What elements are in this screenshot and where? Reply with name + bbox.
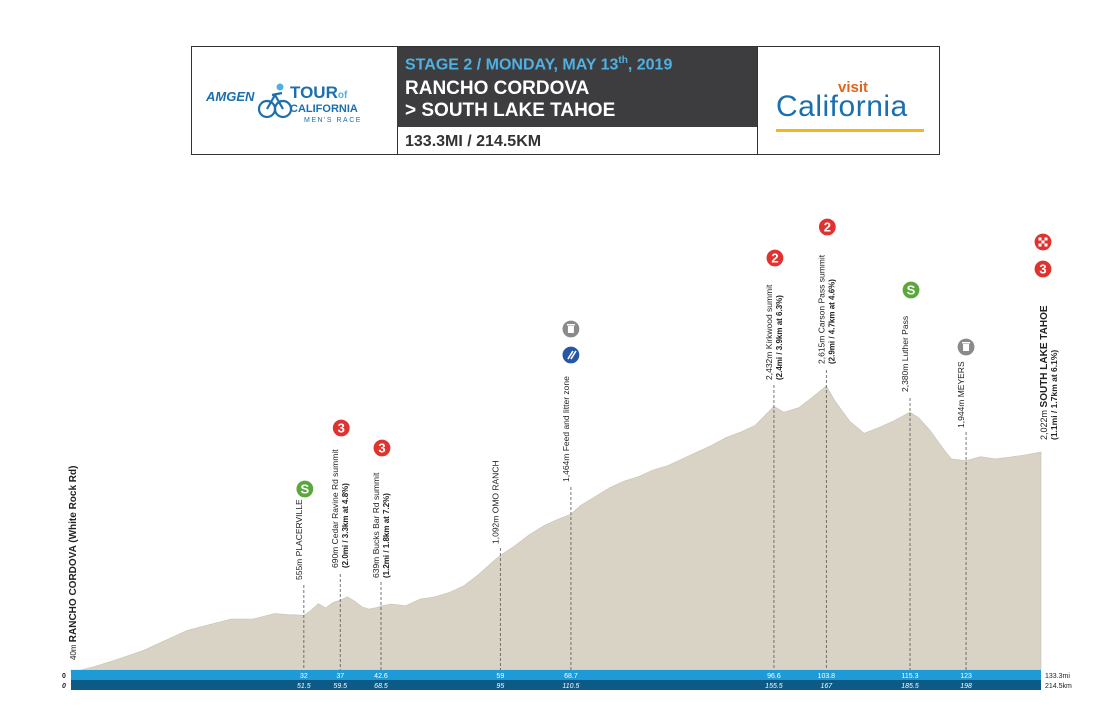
mile-axis-start: 0 <box>62 673 66 680</box>
route-finish: > SOUTH LAKE TAHOE <box>405 100 616 121</box>
sprint-badge-placerville <box>295 479 315 499</box>
landmark-label-meyers: 1,944m MEYERS <box>956 361 966 428</box>
california-wordmark: CALIFORNIA <box>290 103 358 115</box>
stage-title-box: STAGE 2 / MONDAY, MAY 13th, 2019 RANCHO … <box>397 47 757 127</box>
kom-badge-cedar-ravine-rd-summit <box>331 418 351 438</box>
landmark-label-bucks-bar-rd-summit: 639m Bucks Bar Rd summit <box>371 472 381 578</box>
mile-tick-cedar-ravine-rd-summit: 37 <box>336 673 344 680</box>
profile-area <box>70 385 1042 673</box>
finish-flag-square <box>1041 240 1045 244</box>
route-start: RANCHO CORDOVA <box>405 78 590 99</box>
mile-tick-carson-pass-summit: 103.8 <box>818 673 836 680</box>
mile-tick-omo-ranch: 59 <box>496 673 504 680</box>
finish-climb-detail: (1.1mi / 1.7km at 6.1%) <box>1049 350 1059 440</box>
km-tick-feed-and-litter-zone: 110.5 <box>562 683 579 690</box>
km-tick-bucks-bar-rd-summit: 68.5 <box>374 683 388 690</box>
visit-california-logo: visit California <box>757 47 940 154</box>
finish-kom-badge <box>1033 259 1053 279</box>
sprint-badge-luther-pass <box>901 280 921 300</box>
feed-zone-icon-mark <box>567 350 577 360</box>
km-axis-start: 0 <box>62 683 66 690</box>
mile-axis-end: 133.3mi <box>1045 673 1070 680</box>
landmark-label-kirkwood-summit: 2,432m Kirkwood summit <box>764 284 774 380</box>
finish-flag-square <box>1038 237 1042 241</box>
landmark-label-luther-pass: 2,380m Luther Pass <box>900 316 910 392</box>
visit-wordmark: visit <box>838 79 869 96</box>
km-bar <box>71 680 1041 690</box>
kom-badge-bucks-bar-rd-summit-label: 3 <box>378 441 385 456</box>
kom-badge-carson-pass-summit <box>817 217 837 237</box>
litter-bin-lid <box>962 342 971 344</box>
stage-date: STAGE 2 / MONDAY, MAY 13th, 2019 <box>405 55 673 74</box>
finish-flag-square <box>1044 237 1048 241</box>
litter-bin-mark <box>567 326 574 333</box>
stage-distance: 133.3MI / 214.5KM <box>405 133 542 150</box>
km-tick-placerville: 51.5 <box>297 683 311 690</box>
sprint-badge-placerville-label: S <box>301 482 310 497</box>
kom-badge-kirkwood-summit-label: 2 <box>771 251 778 266</box>
finish-label: 2,022m SOUTH LAKE TAHOE <box>1039 305 1050 440</box>
visit-california-wordmark: California <box>776 90 908 123</box>
mile-tick-kirkwood-summit: 96.6 <box>767 673 781 680</box>
mens-race-wordmark: MEN'S RACE <box>304 117 362 124</box>
mile-tick-meyers: 123 <box>960 673 972 680</box>
kom-badge-kirkwood-summit <box>765 248 785 268</box>
mile-tick-luther-pass: 115.3 <box>902 673 919 680</box>
km-tick-carson-pass-summit: 167 <box>820 683 833 690</box>
cyclist-icon <box>258 83 292 119</box>
climb-detail-cedar-ravine-rd-summit: (2.0mi / 3.3km at 4.8%) <box>341 483 350 568</box>
logo-underline <box>776 129 924 132</box>
landmark-label-feed-and-litter-zone: 1,464m Feed and litter zone <box>561 376 571 482</box>
km-tick-luther-pass: 185.5 <box>901 683 919 690</box>
kom-badge-carson-pass-summit-label: 2 <box>824 220 831 235</box>
finish-kom-badge-label: 3 <box>1039 262 1046 277</box>
litter-bin-mark <box>963 344 970 351</box>
km-axis-end: 214.5km <box>1045 683 1072 690</box>
km-tick-cedar-ravine-rd-summit: 59.5 <box>333 683 347 690</box>
kom-badge-cedar-ravine-rd-summit-label: 3 <box>338 421 345 436</box>
mile-bar <box>71 670 1041 680</box>
finish-flag-square <box>1038 243 1042 247</box>
litter-bin-lid <box>566 324 575 326</box>
km-tick-meyers: 198 <box>960 683 972 690</box>
climb-detail-carson-pass-summit: (2.9mi / 4.7km at 4.6%) <box>827 279 836 364</box>
mile-tick-placerville: 32 <box>300 673 308 680</box>
landmark-label-carson-pass-summit: 2,615m Carson Pass summit <box>816 254 826 364</box>
start-label: 40m RANCHO CORDOVA (White Rock Rd) <box>68 466 79 660</box>
climb-detail-bucks-bar-rd-summit: (1.2mi / 1.8km at 7.2%) <box>382 493 391 578</box>
km-tick-kirkwood-summit: 155.5 <box>765 683 783 690</box>
kom-badge-bucks-bar-rd-summit <box>372 438 392 458</box>
stage-header: AMGEN TOURof CALIFORNIA MEN'S RACE STAGE… <box>191 46 940 155</box>
mile-tick-bucks-bar-rd-summit: 42.6 <box>374 673 388 680</box>
tour-wordmark: TOURof <box>290 83 348 102</box>
landmark-label-omo-ranch: 1,092m OMO RANCH <box>490 460 500 544</box>
sprint-badge-luther-pass-label: S <box>907 283 916 298</box>
landmark-label-placerville: 555m PLACERVILLE <box>294 499 304 580</box>
landmark-label-cedar-ravine-rd-summit: 690m Cedar Ravine Rd summit <box>330 449 340 568</box>
stage-info: STAGE 2 / MONDAY, MAY 13th, 2019 RANCHO … <box>397 47 757 154</box>
km-tick-omo-ranch: 95 <box>496 683 504 690</box>
mile-tick-feed-and-litter-zone: 68.7 <box>564 673 578 680</box>
climb-detail-kirkwood-summit: (2.4mi / 3.9km at 6.3%) <box>775 295 784 380</box>
amgen-wordmark: AMGEN <box>206 89 255 104</box>
finish-flag-square <box>1044 243 1048 247</box>
